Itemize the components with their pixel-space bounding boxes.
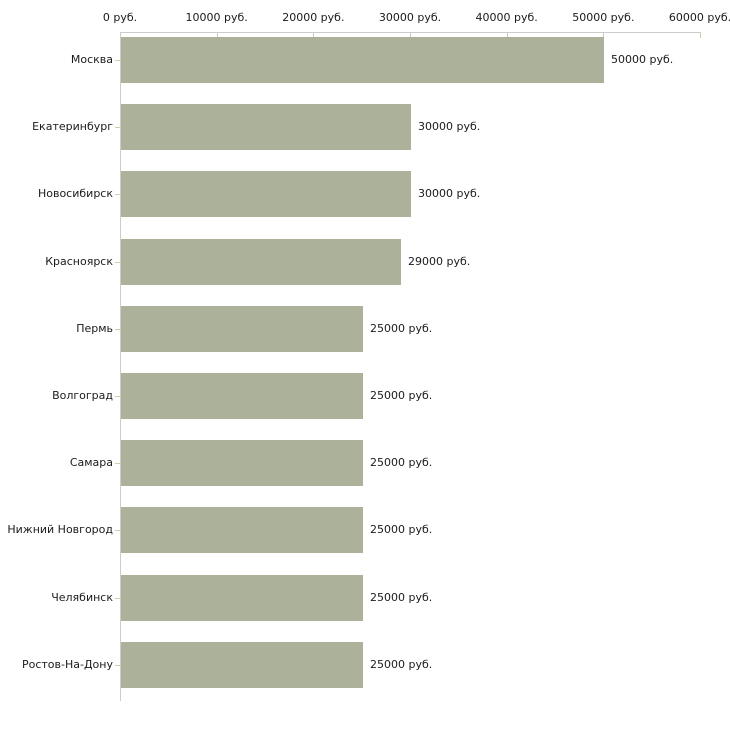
y-axis-line bbox=[120, 32, 121, 701]
bar-волгоград bbox=[121, 373, 363, 419]
x-axis-tick-mark bbox=[603, 33, 604, 38]
y-axis-tick-mark bbox=[115, 60, 120, 61]
bar-красноярск bbox=[121, 239, 401, 285]
y-axis-tick-mark bbox=[115, 665, 120, 666]
y-axis-tick-mark bbox=[115, 396, 120, 397]
y-axis-tick-mark bbox=[115, 262, 120, 263]
value-label: 25000 руб. bbox=[370, 523, 433, 536]
value-label: 25000 руб. bbox=[370, 322, 433, 335]
x-axis-tick-label: 20000 руб. bbox=[282, 11, 345, 24]
value-label: 30000 руб. bbox=[418, 120, 481, 133]
y-axis-tick-mark bbox=[115, 194, 120, 195]
category-label: Челябинск bbox=[51, 591, 113, 604]
x-axis-tick-label: 30000 руб. bbox=[378, 11, 442, 24]
category-label: Пермь bbox=[76, 322, 113, 335]
x-axis-line bbox=[120, 32, 701, 33]
category-label: Москва bbox=[70, 53, 113, 66]
bar-новосибирск bbox=[121, 171, 411, 217]
value-label: 29000 руб. bbox=[408, 255, 471, 268]
bar-нижний-новгород bbox=[121, 507, 363, 553]
bar-ростов-на-дону bbox=[121, 642, 363, 688]
x-axis-tick-mark bbox=[313, 33, 314, 38]
bar-самара bbox=[121, 440, 363, 486]
value-label: 30000 руб. bbox=[418, 187, 481, 200]
y-axis-tick-mark bbox=[115, 127, 120, 128]
x-axis-tick-label: 40000 руб. bbox=[475, 11, 538, 24]
bar-екатеринбург bbox=[121, 104, 411, 150]
x-axis-tick-mark bbox=[700, 33, 701, 38]
bar-москва bbox=[121, 37, 604, 83]
x-axis-tick-mark bbox=[410, 33, 411, 38]
x-axis-tick-label: 10000 руб. bbox=[185, 11, 248, 24]
y-axis-tick-mark bbox=[115, 530, 120, 531]
y-axis-tick-mark bbox=[115, 598, 120, 599]
value-label: 25000 руб. bbox=[370, 456, 433, 469]
x-axis-tick-label: 60000 руб. bbox=[668, 11, 730, 24]
y-axis-tick-mark bbox=[115, 463, 120, 464]
y-axis-tick-mark bbox=[115, 329, 120, 330]
value-label: 50000 руб. bbox=[611, 53, 674, 66]
bar-челябинск bbox=[121, 575, 363, 621]
category-label: Екатеринбург bbox=[32, 120, 113, 133]
category-label: Красноярск bbox=[45, 255, 113, 268]
x-axis-tick-label: 0 руб. bbox=[102, 11, 138, 24]
x-axis-tick-mark bbox=[217, 33, 218, 38]
value-label: 25000 руб. bbox=[370, 658, 433, 671]
category-label: Ростов-На-Дону bbox=[21, 658, 113, 671]
category-label: Новосибирск bbox=[37, 187, 113, 200]
value-label: 25000 руб. bbox=[370, 591, 433, 604]
x-axis-tick-label: 50000 руб. bbox=[572, 11, 635, 24]
x-axis-tick-mark bbox=[507, 33, 508, 38]
category-label: Нижний Новгород bbox=[7, 523, 113, 536]
category-label: Волгоград bbox=[52, 389, 113, 402]
value-label: 25000 руб. bbox=[370, 389, 433, 402]
bar-пермь bbox=[121, 306, 363, 352]
category-label: Самара bbox=[69, 456, 113, 469]
